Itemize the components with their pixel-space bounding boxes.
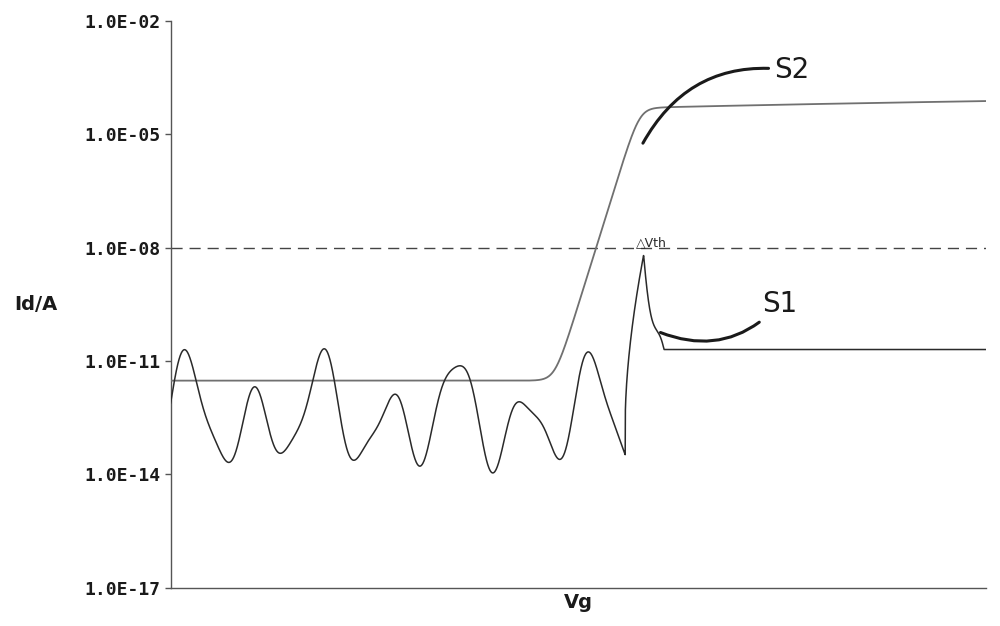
Text: S2: S2: [643, 56, 809, 143]
X-axis label: Vg: Vg: [564, 593, 593, 612]
Text: S1: S1: [660, 290, 797, 341]
Y-axis label: Id/A: Id/A: [14, 295, 57, 314]
Text: △Vth: △Vth: [635, 236, 666, 249]
